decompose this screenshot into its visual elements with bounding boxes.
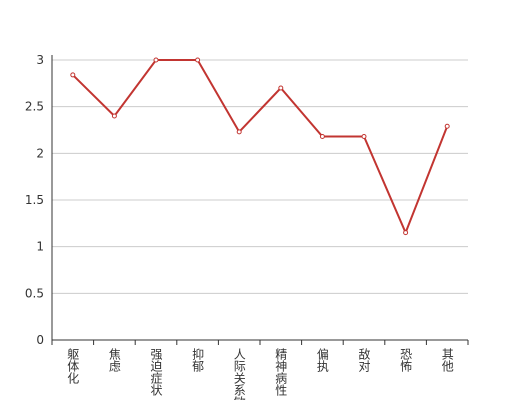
x-tick-label: 人际关系敏感 [232,348,246,400]
data-point [403,230,409,236]
data-point [70,72,76,78]
x-tick-label: 偏执 [315,347,329,373]
data-point [361,134,367,140]
y-tick-label: 3 [36,53,44,67]
y-tick-label: 1 [36,240,44,254]
data-point [444,123,450,129]
x-tick-label: 焦虑 [107,348,121,372]
data-point [319,134,325,140]
data-point [111,113,117,119]
data-point [195,57,201,63]
data-point [278,85,284,91]
data-point [236,129,242,135]
y-tick-label: 2 [36,146,44,160]
y-tick-label: 0 [36,333,44,347]
x-tick-label: 恐怖 [399,348,413,372]
x-tick-label: 精神病性 [274,348,288,397]
x-tick-label: 敌对 [357,347,371,372]
x-tick-label: 抑郁 [191,347,205,373]
y-tick-label: 2.5 [25,100,44,114]
x-tick-label: 其他 [440,348,454,372]
data-point [153,57,159,63]
y-tick-label: 0.5 [25,286,44,300]
x-tick-label: 强迫症状 [149,348,163,396]
x-tick-label: 躯体化 [66,347,80,385]
series-line [72,59,449,236]
y-tick-label: 1.5 [25,193,44,207]
